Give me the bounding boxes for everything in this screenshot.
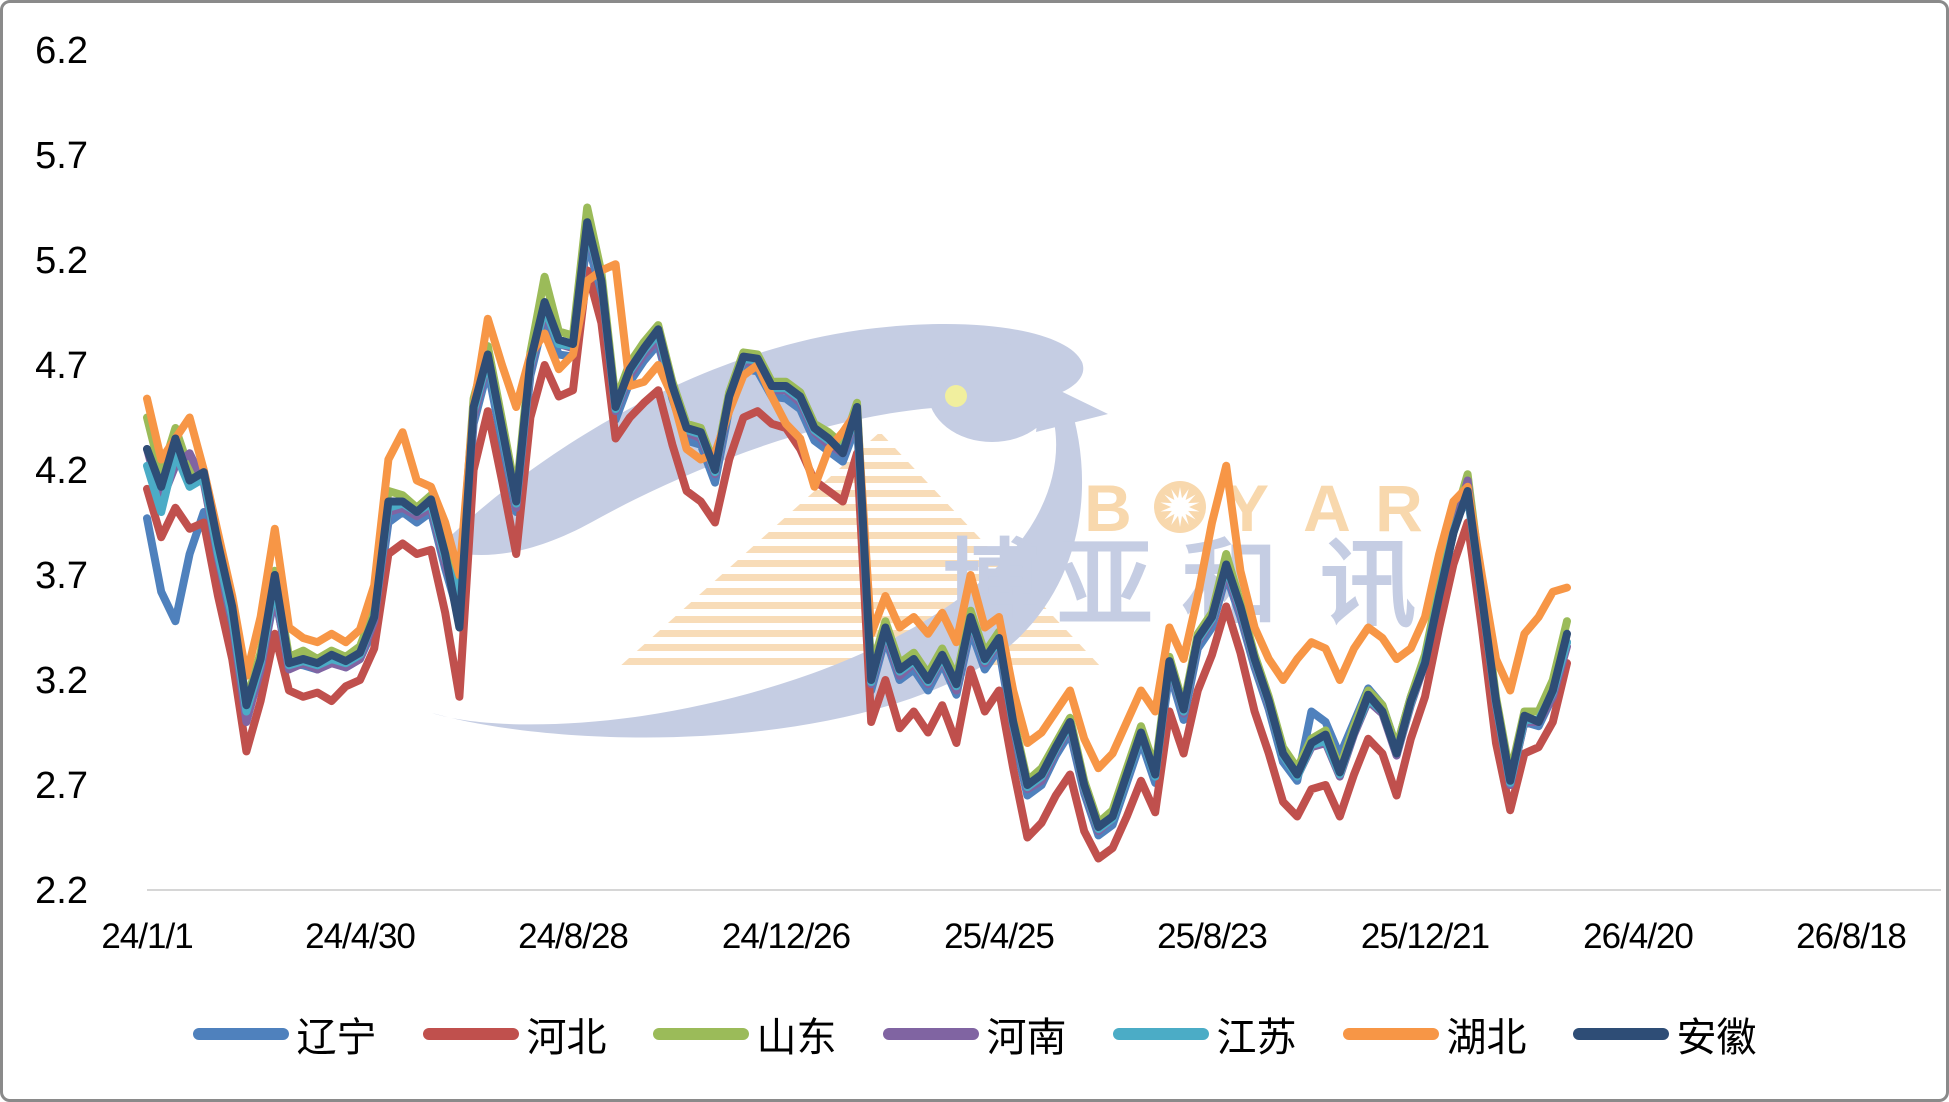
legend-swatch-anhui <box>1572 1028 1669 1040</box>
legend-swatch-jiangsu <box>1112 1028 1209 1040</box>
x-tick-label: 25/8/23 <box>1157 917 1267 956</box>
legend-label-hebei: 河北 <box>526 1016 607 1060</box>
legend-swatch-hubei <box>1342 1028 1439 1040</box>
y-tick-label: 5.2 <box>35 240 88 282</box>
axes: 2.2 2.7 3.2 3.7 4.2 4.7 5.2 5.7 6.2 24/1/1 24/4/30… <box>35 30 1941 956</box>
legend-swatch-shandong <box>652 1028 749 1040</box>
svg-text:A: A <box>1303 471 1353 545</box>
dove-eye-icon <box>945 385 967 407</box>
legend-item-jiangsu[interactable]: 江苏 <box>1112 1005 1297 1063</box>
y-tick-label: 4.7 <box>35 345 88 387</box>
legend-label-hubei: 湖北 <box>1446 1016 1527 1060</box>
legend-swatch-liaoning <box>192 1028 289 1040</box>
x-tick-label: 25/4/25 <box>944 917 1054 956</box>
legend-swatch-hebei <box>422 1028 519 1040</box>
legend-item-hubei[interactable]: 湖北 <box>1342 1005 1527 1063</box>
x-tick-label: 24/8/28 <box>518 917 628 956</box>
x-tick-label: 24/4/30 <box>305 917 415 956</box>
dove-beak-icon <box>1036 382 1108 432</box>
legend-label-henan: 河南 <box>986 1016 1067 1060</box>
y-tick-label: 3.2 <box>35 660 88 702</box>
legend-label-liaoning: 辽宁 <box>296 1016 377 1060</box>
chart-legend: 辽宁 河北 山东 河南 江苏 湖北 安徽 <box>0 1004 1949 1064</box>
legend-label-jiangsu: 江苏 <box>1216 1016 1297 1060</box>
x-tick-label: 25/12/21 <box>1361 917 1489 956</box>
y-tick-label: 2.7 <box>35 765 88 807</box>
legend-label-anhui: 安徽 <box>1676 1016 1757 1060</box>
x-tick-label: 26/8/18 <box>1796 917 1906 956</box>
legend-item-hebei[interactable]: 河北 <box>422 1005 607 1063</box>
y-tick-label: 4.2 <box>35 450 88 492</box>
x-tick-label: 24/12/26 <box>722 917 850 956</box>
dove-logo-icon <box>432 324 1108 738</box>
series-lines <box>143 203 1571 863</box>
x-tick-label: 26/4/20 <box>1583 917 1693 956</box>
svg-text:B: B <box>1084 471 1134 545</box>
legend-label-shandong: 山东 <box>756 1016 837 1060</box>
y-tick-label: 5.7 <box>35 135 88 177</box>
legend-item-shandong[interactable]: 山东 <box>652 1005 837 1063</box>
svg-text:R: R <box>1375 471 1425 545</box>
series-line-anhui <box>143 218 1571 831</box>
svg-text:亚: 亚 <box>1057 532 1153 639</box>
brand-text-cn: 博亚和讯 <box>943 532 1416 639</box>
y-tick-label: 2.2 <box>35 870 88 912</box>
svg-text:讯: 讯 <box>1320 532 1416 639</box>
legend-item-henan[interactable]: 河南 <box>882 1005 1067 1063</box>
y-tick-label: 6.2 <box>35 30 88 72</box>
y-tick-label: 3.7 <box>35 555 88 597</box>
x-tick-label: 24/1/1 <box>101 917 192 956</box>
legend-item-liaoning[interactable]: 辽宁 <box>192 1005 377 1063</box>
legend-item-anhui[interactable]: 安徽 <box>1572 1005 1757 1063</box>
legend-swatch-henan <box>882 1028 979 1040</box>
